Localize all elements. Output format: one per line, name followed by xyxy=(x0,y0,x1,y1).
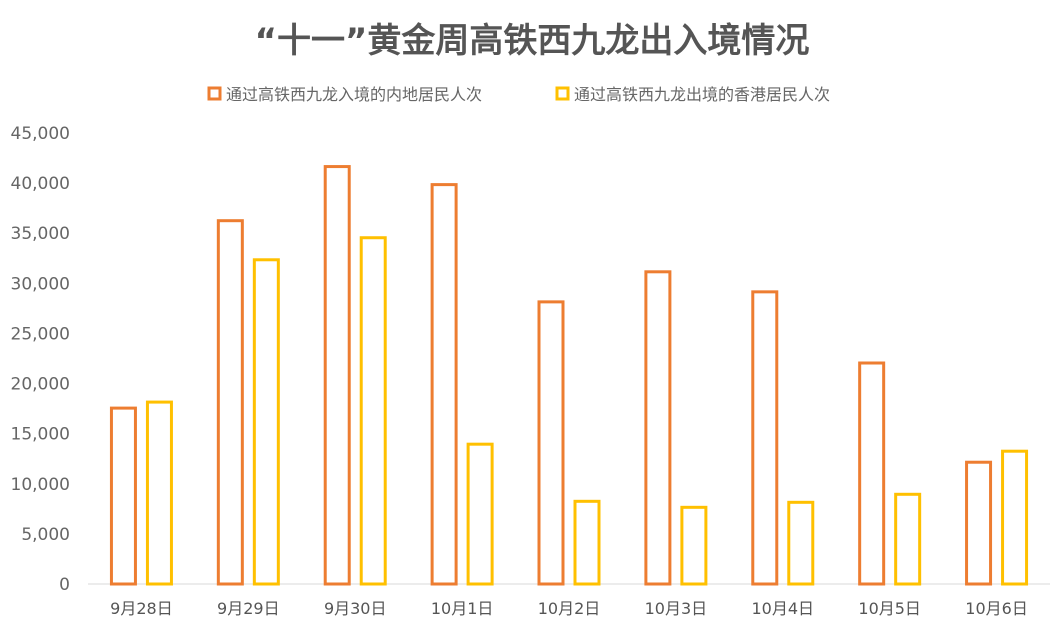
x-tick-label: 10月3日 xyxy=(645,599,708,618)
bar-mainland xyxy=(537,300,565,586)
legend-label-hongkong: 通过高铁西九龙出境的香港居民人次 xyxy=(574,85,830,104)
y-tick-label: 35,000 xyxy=(11,224,70,244)
bar-mainland xyxy=(965,460,993,586)
bar-mainland xyxy=(323,165,351,586)
bar-mainland xyxy=(644,270,672,586)
bar-hongkong xyxy=(359,236,387,586)
bar-hongkong xyxy=(466,442,494,586)
x-tick-label: 10月5日 xyxy=(858,599,921,618)
bar-mainland xyxy=(109,406,137,586)
bar-hongkong xyxy=(573,499,601,586)
x-tick-label: 9月30日 xyxy=(324,599,387,618)
y-tick-label: 15,000 xyxy=(11,425,70,445)
y-tick-label: 45,000 xyxy=(11,124,70,144)
bar-hongkong xyxy=(1001,449,1029,586)
bar-mainland xyxy=(430,183,458,586)
y-tick-label: 40,000 xyxy=(11,174,70,194)
bars xyxy=(109,165,1029,586)
y-tick-label: 20,000 xyxy=(11,375,70,395)
bar-hongkong xyxy=(145,400,173,586)
bar-mainland xyxy=(751,290,779,586)
legend-swatch-hongkong xyxy=(555,86,570,101)
bar-hongkong xyxy=(787,500,815,586)
x-tick-label: 10月2日 xyxy=(538,599,601,618)
bar-hongkong xyxy=(252,258,280,586)
x-axis: 9月28日 9月29日 9月30日 10月1日 10月2日 10月3日 10月4日 10月5日… xyxy=(110,599,1028,618)
legend-item-hongkong: 通过高铁西九龙出境的香港居民人次 xyxy=(555,85,830,104)
x-tick-label: 10月6日 xyxy=(965,599,1028,618)
x-tick-label: 10月1日 xyxy=(431,599,494,618)
bar-hongkong xyxy=(894,492,922,586)
bar-mainland xyxy=(858,361,886,586)
legend-label-mainland: 通过高铁西九龙入境的内地居民人次 xyxy=(226,85,482,104)
legend-item-mainland: 通过高铁西九龙入境的内地居民人次 xyxy=(207,85,482,104)
chart-title: “十一”黄金周高铁西九龙出入境情况 xyxy=(255,21,810,61)
x-tick-label: 10月4日 xyxy=(752,599,815,618)
y-tick-label: 0 xyxy=(59,575,70,595)
x-tick-label: 9月29日 xyxy=(217,599,280,618)
bar-mainland xyxy=(216,219,244,586)
bar-hongkong xyxy=(680,505,708,586)
y-tick-label: 25,000 xyxy=(11,324,70,344)
legend: 通过高铁西九龙入境的内地居民人次 通过高铁西九龙出境的香港居民人次 xyxy=(207,85,830,104)
y-tick-label: 30,000 xyxy=(11,274,70,294)
legend-swatch-mainland xyxy=(207,86,222,101)
y-tick-label: 5,000 xyxy=(21,525,70,545)
x-tick-label: 9月28日 xyxy=(110,599,173,618)
y-axis: 0 5,000 10,000 15,000 20,000 25,000 30,000 35,0… xyxy=(11,124,70,595)
y-tick-label: 10,000 xyxy=(11,475,70,495)
